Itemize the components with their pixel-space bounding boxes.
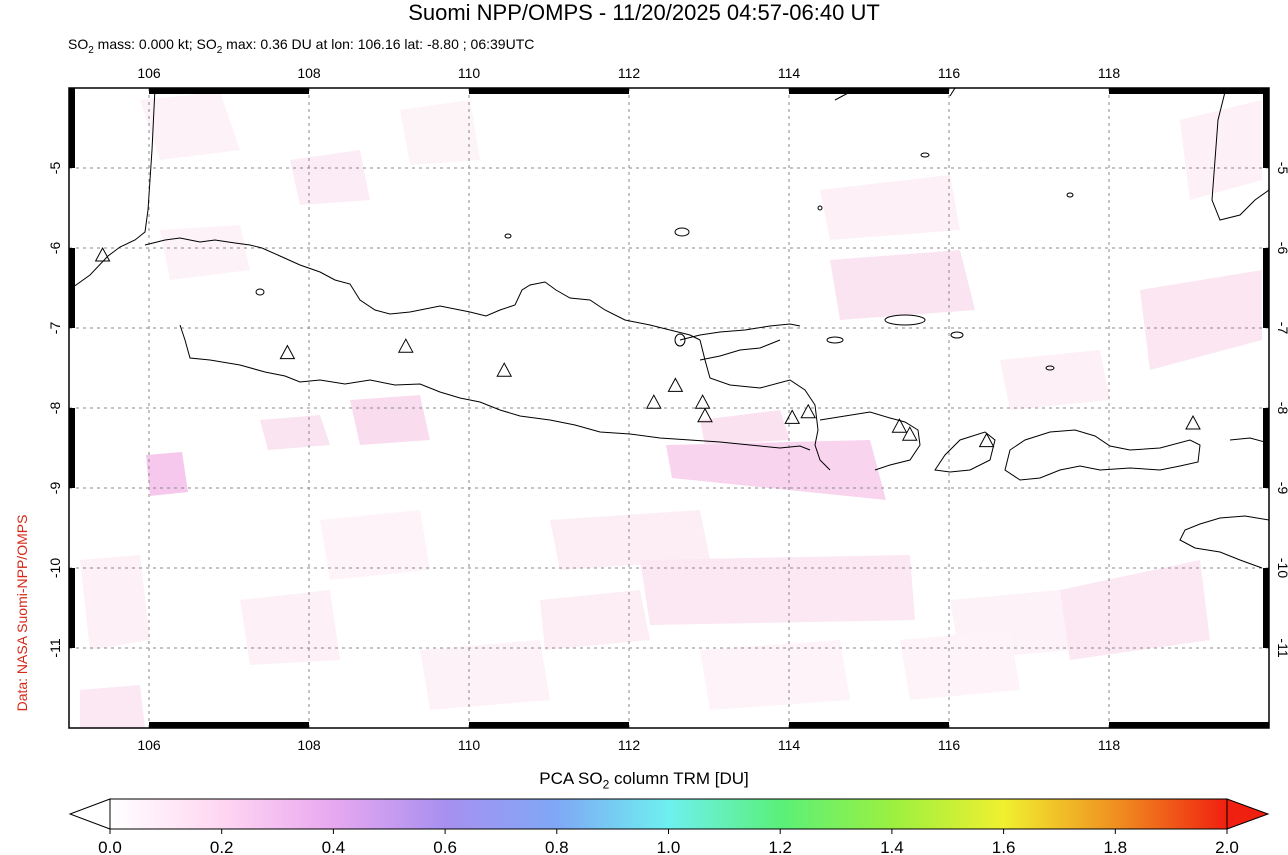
- right-lat-label: -10: [1275, 558, 1288, 578]
- right-lat-label: -11: [1275, 638, 1288, 657]
- frame-bar-top: [1109, 88, 1269, 94]
- frame-bar-right: [1263, 248, 1269, 328]
- right-lat-label: -5: [1275, 162, 1288, 175]
- colorbar-high-arrow: [1226, 798, 1270, 830]
- bottom-lon-label: 108: [297, 737, 321, 753]
- frame-bar-right: [1263, 568, 1269, 648]
- colorbar-tick-label: 0.0: [98, 838, 122, 855]
- volcano-marker: [645, 394, 662, 409]
- frame-bar-right: [1263, 88, 1269, 168]
- left-lat-labels: -5 -6 -7 -8 -9 -10 -11: [47, 162, 63, 658]
- left-lat-label: -7: [47, 322, 63, 335]
- volcano-marker: [496, 362, 513, 377]
- colorbar-title-sub: 2: [602, 777, 610, 792]
- volcano-marker: [94, 246, 111, 262]
- right-lat-label: -7: [1275, 322, 1288, 335]
- frame-bar-right: [1263, 408, 1269, 488]
- frame-bar-top: [149, 88, 309, 94]
- volcano-markers: [94, 246, 1201, 448]
- volcano-marker: [397, 338, 414, 353]
- subtitle-max-sub: 2: [216, 44, 223, 56]
- colorbar-tick-label: 0.8: [545, 838, 569, 855]
- top-lon-label: 110: [458, 65, 481, 81]
- right-lat-labels: -5 -6 -7 -8 -9 -10 -11: [1275, 162, 1288, 658]
- colorbar-tick-label: 2.0: [1215, 838, 1239, 855]
- frame-bar-top: [469, 88, 629, 94]
- bottom-lon-label: 114: [778, 737, 801, 753]
- colorbar-tick-label: 1.8: [1103, 838, 1127, 855]
- subtitle-max-text: max: 0.36 DU at lon: 106.16 lat: -8.80 ;…: [222, 36, 535, 52]
- colorbar-tick-labels: 0.0 0.2 0.4 0.6 0.8 1.0 1.2 1.4 1.6 1.8 2.0: [98, 829, 1239, 855]
- map-title: Suomi NPP/OMPS - 11/20/2025 04:57-06:40 …: [408, 0, 880, 25]
- volcano-marker: [694, 394, 711, 409]
- bottom-lon-label: 110: [458, 737, 481, 753]
- frame-bar-left: [69, 88, 75, 168]
- right-lat-label: -9: [1275, 482, 1288, 495]
- colorbar-title-suffix: column TRM [DU]: [609, 769, 749, 788]
- colorbar-tick-label: 0.2: [210, 838, 234, 855]
- left-lat-label: -5: [47, 162, 63, 175]
- bottom-lon-labels: 106 108 110 112 114 116 118: [137, 737, 1120, 753]
- volcano-marker: [279, 344, 296, 360]
- frame-bar-bottom: [789, 722, 949, 728]
- volcano-marker: [978, 432, 995, 448]
- bottom-lon-label: 118: [1098, 737, 1121, 753]
- volcano-marker: [784, 409, 801, 424]
- left-lat-label: -11: [47, 638, 63, 657]
- top-lon-label: 116: [938, 65, 961, 81]
- left-lat-label: -6: [47, 242, 63, 255]
- frame-bar-left: [69, 248, 75, 328]
- coastlines: [69, 88, 1269, 569]
- colorbar-gradient: [109, 798, 1228, 830]
- subtitle-mass-prefix: SO: [68, 36, 89, 52]
- frame-scale-bars: [69, 88, 1269, 728]
- volcano-marker: [1185, 414, 1201, 430]
- top-lon-label: 118: [1098, 65, 1121, 81]
- subtitle-mass-text: mass: 0.000 kt; SO: [93, 36, 217, 52]
- colorbar-tick-label: 1.0: [657, 838, 681, 855]
- bottom-lon-label: 116: [938, 737, 961, 753]
- left-lat-label: -10: [47, 558, 63, 578]
- colorbar-tick-label: 0.6: [433, 838, 457, 855]
- colorbar-tick-label: 0.4: [322, 838, 346, 855]
- frame-bar-bottom: [1109, 722, 1269, 728]
- volcano-marker: [697, 407, 713, 423]
- frame-bar-bottom: [469, 722, 629, 728]
- right-lat-label: -8: [1275, 402, 1288, 415]
- colorbar-tick-label: 1.4: [880, 838, 904, 855]
- frame-bar-left: [69, 568, 75, 648]
- bottom-lon-label: 112: [618, 737, 641, 753]
- colorbar-tick-label: 1.6: [992, 838, 1016, 855]
- left-lat-label: -8: [47, 402, 63, 415]
- frame-bar-top: [789, 88, 949, 94]
- colorbar-tick-label: 1.2: [768, 838, 792, 855]
- frame-bar-left: [69, 408, 75, 488]
- colorbar: 0.0 0.2 0.4 0.6 0.8 1.0 1.2 1.4 1.6 1.8 2.0: [68, 798, 1270, 855]
- subtitle: SO2 mass: 0.000 kt; SO2 max: 0.36 DU at …: [68, 35, 534, 60]
- volcano-marker: [800, 403, 817, 419]
- frame-bar-bottom: [149, 722, 309, 728]
- volcano-marker: [901, 426, 918, 441]
- top-lon-labels: 106 108 110 112 114 116 118: [137, 65, 1120, 81]
- top-lon-label: 106: [137, 65, 161, 81]
- subtitle-mass-sub: 2: [88, 44, 94, 56]
- left-lat-label: -9: [47, 482, 63, 495]
- bottom-lon-label: 106: [137, 737, 161, 753]
- volcano-marker: [891, 418, 908, 433]
- volcano-marker: [667, 377, 684, 392]
- top-lon-label: 114: [778, 65, 801, 81]
- top-lon-label: 108: [297, 65, 321, 81]
- colorbar-title-prefix: PCA SO: [539, 769, 603, 788]
- colorbar-low-arrow: [68, 798, 111, 830]
- colorbar-title: PCA SO2 column TRM [DU]: [0, 768, 1288, 795]
- right-lat-label: -6: [1275, 242, 1288, 255]
- top-lon-label: 112: [618, 65, 641, 81]
